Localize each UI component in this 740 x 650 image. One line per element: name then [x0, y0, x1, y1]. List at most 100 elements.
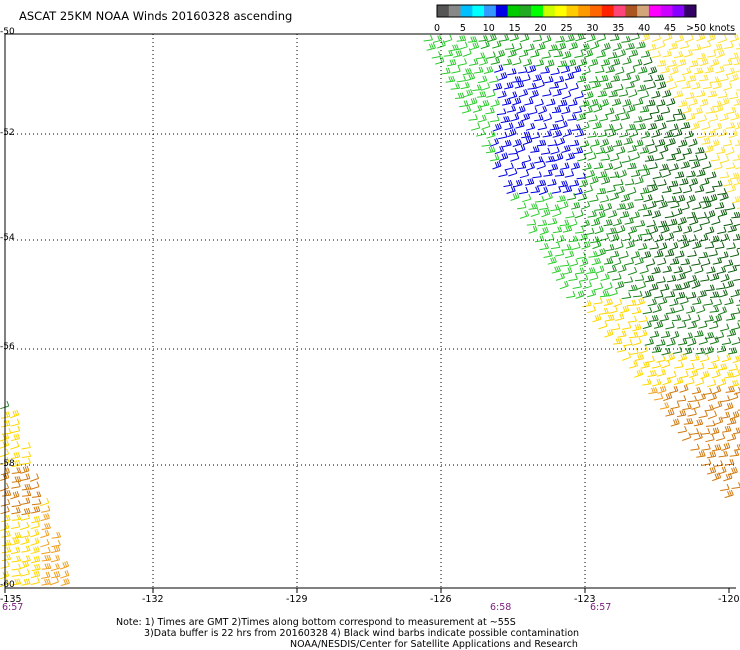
- wind-barb: [720, 395, 731, 403]
- wind-barb: [730, 289, 740, 298]
- wind-barb: [688, 138, 698, 147]
- wind-barb: [0, 433, 10, 442]
- wind-barb: [630, 250, 641, 259]
- legend-swatch: [684, 5, 697, 17]
- wind-barb: [634, 176, 644, 185]
- wind-barb: [11, 531, 22, 539]
- wind-barb: [453, 50, 463, 58]
- wind-barb: [617, 169, 627, 179]
- legend-label: 0: [434, 23, 440, 34]
- wind-barb: [480, 40, 490, 50]
- wind-barb: [687, 274, 698, 283]
- wind-barb: [696, 305, 706, 314]
- wind-barb: [610, 114, 620, 122]
- wind-barb: [519, 49, 529, 58]
- wind-barb: [520, 113, 531, 122]
- wind-barb: [502, 58, 513, 66]
- wind-barb: [662, 186, 672, 193]
- wind-barb: [603, 162, 614, 171]
- wind-barb: [708, 114, 719, 122]
- wind-barb: [508, 148, 518, 155]
- wind-barb: [724, 402, 734, 411]
- wind-barb: [457, 58, 467, 67]
- wind-barb: [708, 193, 718, 203]
- wind-barb: [702, 458, 712, 466]
- wind-barb: [666, 137, 676, 147]
- wind-barb: [517, 202, 527, 210]
- wind-barb: [566, 192, 577, 201]
- x-tick-label: -126: [430, 594, 452, 605]
- wind-barb: [643, 113, 653, 121]
- wind-barb: [736, 299, 740, 306]
- wind-barb: [687, 321, 698, 329]
- wind-barb: [718, 450, 729, 458]
- wind-barb: [571, 124, 581, 131]
- wind-barb: [729, 92, 739, 100]
- wind-barb: [10, 433, 21, 442]
- wind-barb: [673, 50, 684, 59]
- wind-barb: [710, 427, 720, 435]
- wind-barb: [575, 290, 585, 299]
- wind-barb: [713, 314, 723, 323]
- wind-barb: [710, 154, 720, 162]
- wind-barb: [583, 49, 594, 58]
- wind-barb: [550, 146, 560, 155]
- wind-barb: [706, 451, 717, 459]
- wind-barb: [695, 147, 705, 154]
- wind-barb: [709, 291, 720, 298]
- wind-barb: [537, 122, 548, 131]
- wind-barb: [539, 243, 549, 251]
- wind-barb: [657, 257, 667, 266]
- wind-barb: [554, 75, 565, 84]
- wind-barb: [676, 395, 687, 402]
- wind-barb: [675, 194, 686, 203]
- wind-barb: [534, 156, 544, 164]
- wind-barb: [621, 36, 631, 43]
- wind-barb: [555, 272, 565, 281]
- wind-barb: [492, 160, 502, 170]
- wind-barb: [31, 563, 41, 572]
- wind-barb: [603, 82, 613, 90]
- wind-barb: [692, 297, 702, 305]
- wind-barb: [31, 515, 41, 524]
- wind-barb: [695, 362, 705, 371]
- wind-barb: [722, 425, 732, 433]
- wind-barb: [693, 224, 703, 233]
- wind-barb: [550, 242, 561, 250]
- legend-label: 45: [664, 23, 676, 34]
- wind-barb: [601, 176, 611, 185]
- wind-barb: [59, 560, 70, 570]
- wind-barb: [707, 50, 717, 58]
- wind-barb: [693, 67, 704, 75]
- wind-barb: [662, 89, 672, 98]
- wind-barb: [465, 72, 476, 82]
- wind-barb: [729, 392, 739, 401]
- wind-barb: [20, 530, 31, 539]
- wind-barb: [691, 82, 701, 90]
- wind-barb: [615, 280, 625, 290]
- wind-barb: [596, 248, 606, 257]
- wind-barb: [735, 70, 740, 73]
- wind-barb: [731, 337, 740, 346]
- wind-barb-swaths: [0, 32, 740, 588]
- wind-barb: [539, 203, 549, 210]
- wind-barb: [613, 179, 624, 186]
- wind-barb: [548, 44, 558, 52]
- wind-barb: [512, 76, 522, 83]
- wind-barb: [723, 179, 733, 187]
- wind-barb: [432, 35, 443, 43]
- wind-barb: [665, 353, 676, 362]
- wind-barb: [709, 336, 720, 345]
- wind-barb: [543, 169, 553, 177]
- wind-barb: [654, 291, 664, 299]
- y-tick-label: -56: [0, 342, 15, 352]
- wind-barb: [700, 428, 711, 435]
- note-line-3: NOAA/NESDIS/Center for Satellite Applica…: [290, 639, 578, 650]
- legend-swatch: [484, 5, 497, 17]
- wind-barb: [610, 323, 621, 331]
- wind-barb: [633, 58, 643, 67]
- wind-barb: [536, 42, 546, 51]
- wind-barb: [720, 483, 730, 492]
- wind-barb: [565, 211, 575, 219]
- wind-barb: [545, 155, 556, 163]
